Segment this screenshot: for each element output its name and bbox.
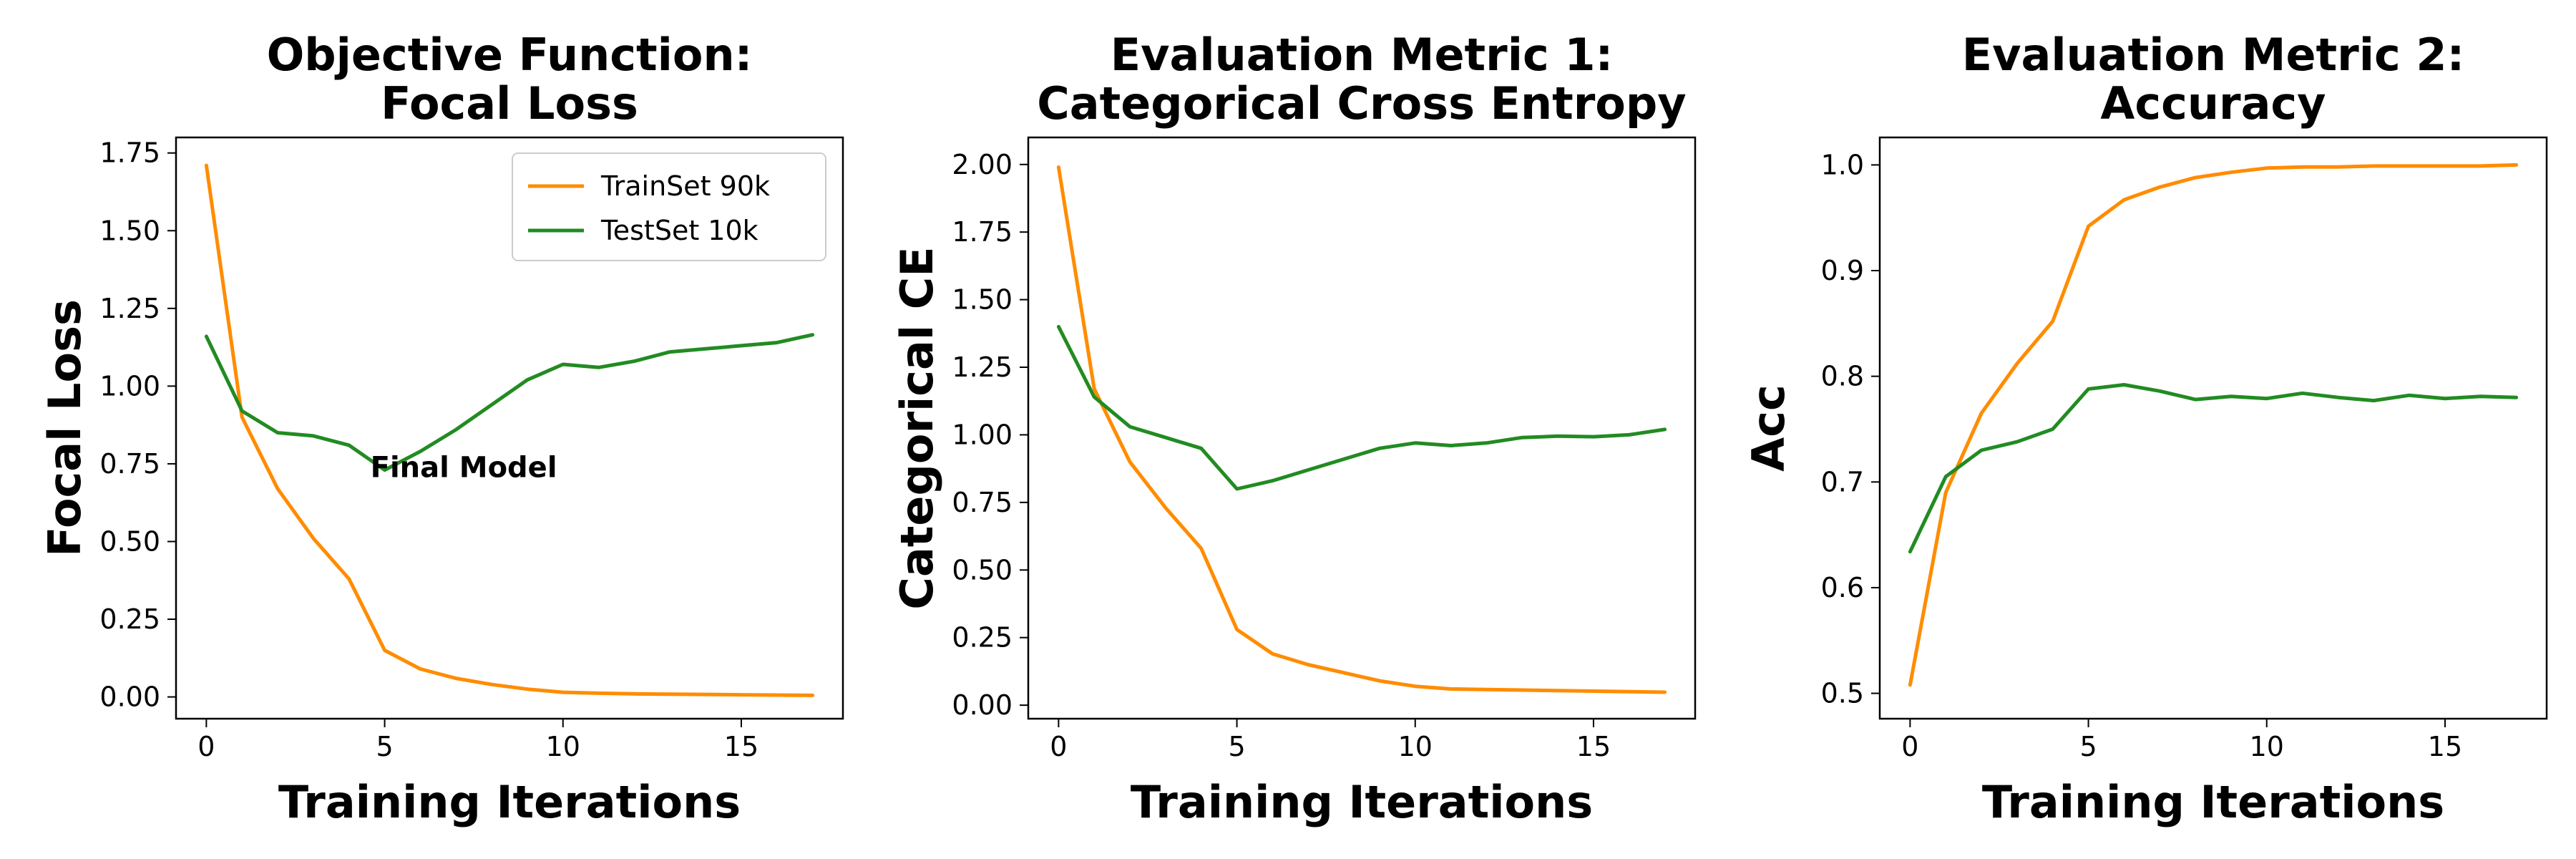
chart-title-line-1: Evaluation Metric 2: — [1962, 29, 2465, 81]
chart-title-line-1: Evaluation Metric 1: — [1111, 29, 1614, 81]
y-axis-label: Categorical CE — [891, 246, 943, 609]
y-tick-label: 1.50 — [952, 284, 1013, 316]
chart-title-line-2: Categorical Cross Entropy — [1037, 77, 1686, 130]
plot-frame — [1027, 136, 1697, 720]
series-group — [1056, 165, 1667, 694]
legend-label-train: TrainSet 90k — [600, 170, 770, 202]
y-tick-label: 1.75 — [99, 137, 160, 169]
y-tick-label: 0.75 — [952, 487, 1013, 518]
x-tick-label: 0 — [1901, 731, 1918, 762]
x-tick-label: 10 — [1398, 731, 1433, 762]
chart-title-line-2: Accuracy — [2100, 77, 2326, 130]
y-tick-label: 0.7 — [1821, 466, 1864, 498]
y-tick-label: 1.0 — [1821, 149, 1864, 180]
x-tick-label: 0 — [1050, 731, 1067, 762]
y-tick-label: 1.25 — [952, 351, 1013, 383]
chart-title-line-1: Objective Function: — [267, 29, 753, 81]
y-tick-label: 0.25 — [952, 622, 1013, 654]
series-group — [204, 163, 815, 697]
legend: TrainSet 90k TestSet 10k — [512, 152, 826, 261]
x-tick-label: 10 — [2250, 731, 2284, 762]
chart-title-line-2: Focal Loss — [381, 77, 638, 130]
legend-label-test: TestSet 10k — [600, 215, 758, 246]
y-tick-label: 1.00 — [99, 370, 160, 402]
x-axis-label: Training Iterations — [278, 776, 741, 828]
x-tick-label: 5 — [376, 731, 393, 762]
y-tick-label: 0.9 — [1821, 255, 1864, 286]
series-line-test — [1056, 324, 1667, 491]
chart-panel-2: 0 5 10 15 0.00 0.25 0.50 0.75 1.00 1.25 1.50 1.75 2.… — [891, 29, 1697, 828]
series-line-train — [1056, 165, 1667, 694]
chart-panel-1: 0 5 10 15 0.00 0.25 0.50 0.75 1.00 1.25 1.50 1.75 Ob… — [39, 29, 844, 828]
legend-box — [512, 152, 826, 261]
x-tick-label: 5 — [1228, 731, 1245, 762]
y-axis-label: Acc — [1742, 384, 1795, 472]
annotation-final-model: Final Model — [371, 451, 557, 484]
x-tick-label: 15 — [1576, 731, 1611, 762]
y-tick-label: 0.50 — [952, 554, 1013, 586]
y-tick-label: 0.00 — [952, 689, 1013, 721]
plot-frame — [1878, 136, 2548, 720]
x-axis-label: Training Iterations — [1982, 776, 2444, 828]
x-tick-label: 0 — [197, 731, 215, 762]
x-tick-label: 10 — [546, 731, 580, 762]
y-axis-label: Focal Loss — [39, 299, 91, 557]
y-tick-label: 2.00 — [952, 149, 1013, 180]
y-tick-label: 1.50 — [99, 215, 160, 246]
chart-panel-3: 0 5 10 15 0.5 0.6 0.7 0.8 0.9 1.0 Evaluation Metri… — [1742, 29, 2548, 828]
plot-frame — [175, 136, 844, 720]
y-tick-label: 1.25 — [99, 293, 160, 324]
series-line-test — [1908, 383, 2519, 554]
y-tick-label: 1.75 — [952, 216, 1013, 248]
y-tick-label: 0.50 — [99, 525, 160, 557]
y-tick-label: 0.00 — [99, 681, 160, 713]
x-tick-label: 15 — [2428, 731, 2462, 762]
y-tick-label: 0.75 — [99, 448, 160, 480]
y-tick-label: 0.5 — [1821, 678, 1864, 709]
series-line-train — [204, 163, 815, 697]
y-tick-label: 0.25 — [99, 603, 160, 635]
x-axis-label: Training Iterations — [1131, 776, 1593, 828]
series-line-test — [204, 333, 815, 472]
series-group — [1908, 162, 2519, 687]
series-line-train — [1908, 162, 2519, 687]
y-tick-label: 0.8 — [1821, 361, 1864, 392]
x-tick-label: 15 — [724, 731, 758, 762]
x-tick-label: 5 — [2079, 731, 2097, 762]
y-tick-label: 0.6 — [1821, 572, 1864, 603]
y-tick-label: 1.00 — [952, 419, 1013, 450]
